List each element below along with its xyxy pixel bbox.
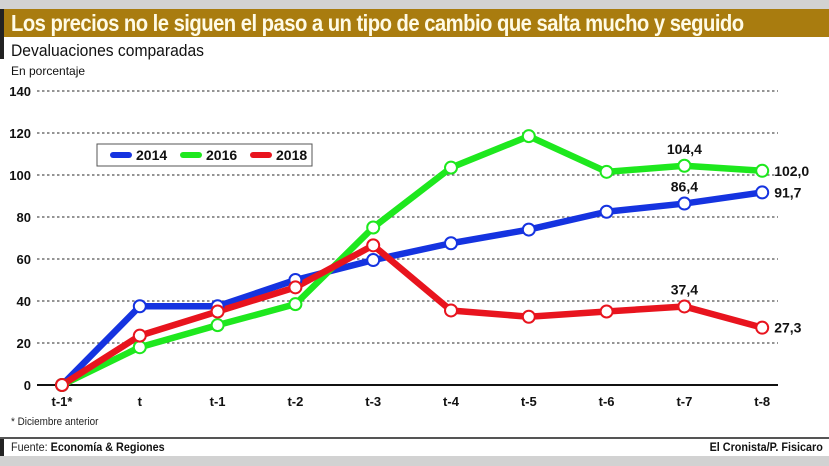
data-point-2016 xyxy=(366,220,381,235)
source-label: Fuente: xyxy=(11,440,51,454)
credit: El Cronista/P. Fisicaro xyxy=(709,440,823,454)
data-point-2014 xyxy=(677,196,692,211)
data-point-2018 xyxy=(366,238,381,253)
data-point-2016 xyxy=(677,158,692,173)
data-label: 86,4 xyxy=(671,179,698,195)
data-label: 91,7 xyxy=(774,184,801,200)
data-point-2016 xyxy=(599,164,614,179)
data-point-2018 xyxy=(288,280,303,295)
legend-label-2018: 2018 xyxy=(276,147,307,163)
footnote: * Diciembre anterior xyxy=(11,416,99,428)
top-border xyxy=(0,0,829,9)
x-tick-label: t-7 xyxy=(676,394,692,409)
footer: Fuente: Economía & Regiones El Cronista/… xyxy=(0,437,829,456)
data-label: 37,4 xyxy=(671,281,698,297)
title-bar: Los precios no le siguen el paso a un ti… xyxy=(0,9,829,37)
x-tick-label: t-6 xyxy=(599,394,615,409)
gridlines xyxy=(37,90,778,386)
data-point-2016 xyxy=(444,160,458,175)
x-tick-label: t-5 xyxy=(521,394,537,409)
data-label: 104,4 xyxy=(667,141,702,157)
data-point-2014 xyxy=(366,253,381,268)
y-tick-label: 20 xyxy=(17,336,31,351)
data-point-2018 xyxy=(755,320,770,335)
data-point-2016 xyxy=(521,129,536,144)
data-point-2014 xyxy=(444,236,458,251)
legend: 2014 2016 2018 xyxy=(96,143,313,167)
y-tick-label: 100 xyxy=(9,168,31,183)
chart-panel: Devaluaciones comparadas En porcentaje 0… xyxy=(0,37,829,437)
series-line-2018 xyxy=(58,242,766,389)
data-point-2016 xyxy=(210,318,225,333)
data-point-2016 xyxy=(755,163,770,178)
annotations: 104,4 102,0 86,4 91,7 37,4 27,3 xyxy=(667,141,810,336)
data-point-2018 xyxy=(210,304,225,319)
x-tick-label: t-1 xyxy=(210,394,226,409)
x-tick-label: t-8 xyxy=(754,394,770,409)
data-point-2018 xyxy=(599,304,614,319)
x-tick-label: t-4 xyxy=(443,394,460,409)
data-point-2016 xyxy=(288,297,303,312)
data-point-2014 xyxy=(599,204,614,219)
legend-box xyxy=(96,143,313,167)
data-point-2018 xyxy=(132,328,147,343)
chart-title: Devaluaciones comparadas xyxy=(11,41,205,60)
y-tick-label: 120 xyxy=(9,126,31,141)
data-point-2014 xyxy=(132,299,147,314)
chart-unit: En porcentaje xyxy=(11,64,86,78)
data-point-2018 xyxy=(444,303,458,318)
y-tick-label: 140 xyxy=(9,84,31,99)
data-point-2018 xyxy=(55,378,69,392)
series-lines xyxy=(58,132,766,389)
data-label: 102,0 xyxy=(774,163,809,179)
x-tick-label: t-3 xyxy=(365,394,381,409)
footer-accent-bar xyxy=(0,439,4,456)
y-axis-ticks: 0 20 40 60 80 100 120 140 xyxy=(9,84,31,393)
y-tick-label: 40 xyxy=(17,294,31,309)
legend-label-2016: 2016 xyxy=(206,147,237,163)
data-point-2018 xyxy=(521,309,536,324)
source: Fuente: Economía & Regiones xyxy=(11,440,165,454)
data-point-2014 xyxy=(521,222,536,237)
subtitle-accent-bar xyxy=(0,37,4,59)
title-accent-bar xyxy=(0,9,4,37)
series-line-2014 xyxy=(58,189,766,389)
data-point-2018 xyxy=(677,299,692,314)
series-line-2016 xyxy=(58,132,766,389)
x-tick-label: t-1* xyxy=(52,394,74,409)
y-tick-label: 80 xyxy=(17,210,31,225)
source-name: Economía & Regiones xyxy=(50,440,165,454)
bottom-border xyxy=(0,456,829,466)
data-point-2016 xyxy=(132,340,147,355)
legend-label-2014: 2014 xyxy=(136,147,167,163)
y-tick-label: 60 xyxy=(17,252,31,267)
headline: Los precios no le siguen el paso a un ti… xyxy=(11,10,744,36)
x-tick-label: t-2 xyxy=(287,394,303,409)
x-axis-ticks: t-1* t t-1 t-2 t-3 t-4 t-5 t-6 t-7 t-8 xyxy=(52,394,771,409)
data-point-2014 xyxy=(755,185,770,200)
series-points xyxy=(55,129,770,392)
x-tick-label: t xyxy=(138,394,143,409)
data-label: 27,3 xyxy=(774,320,801,336)
y-tick-label: 0 xyxy=(24,378,31,393)
